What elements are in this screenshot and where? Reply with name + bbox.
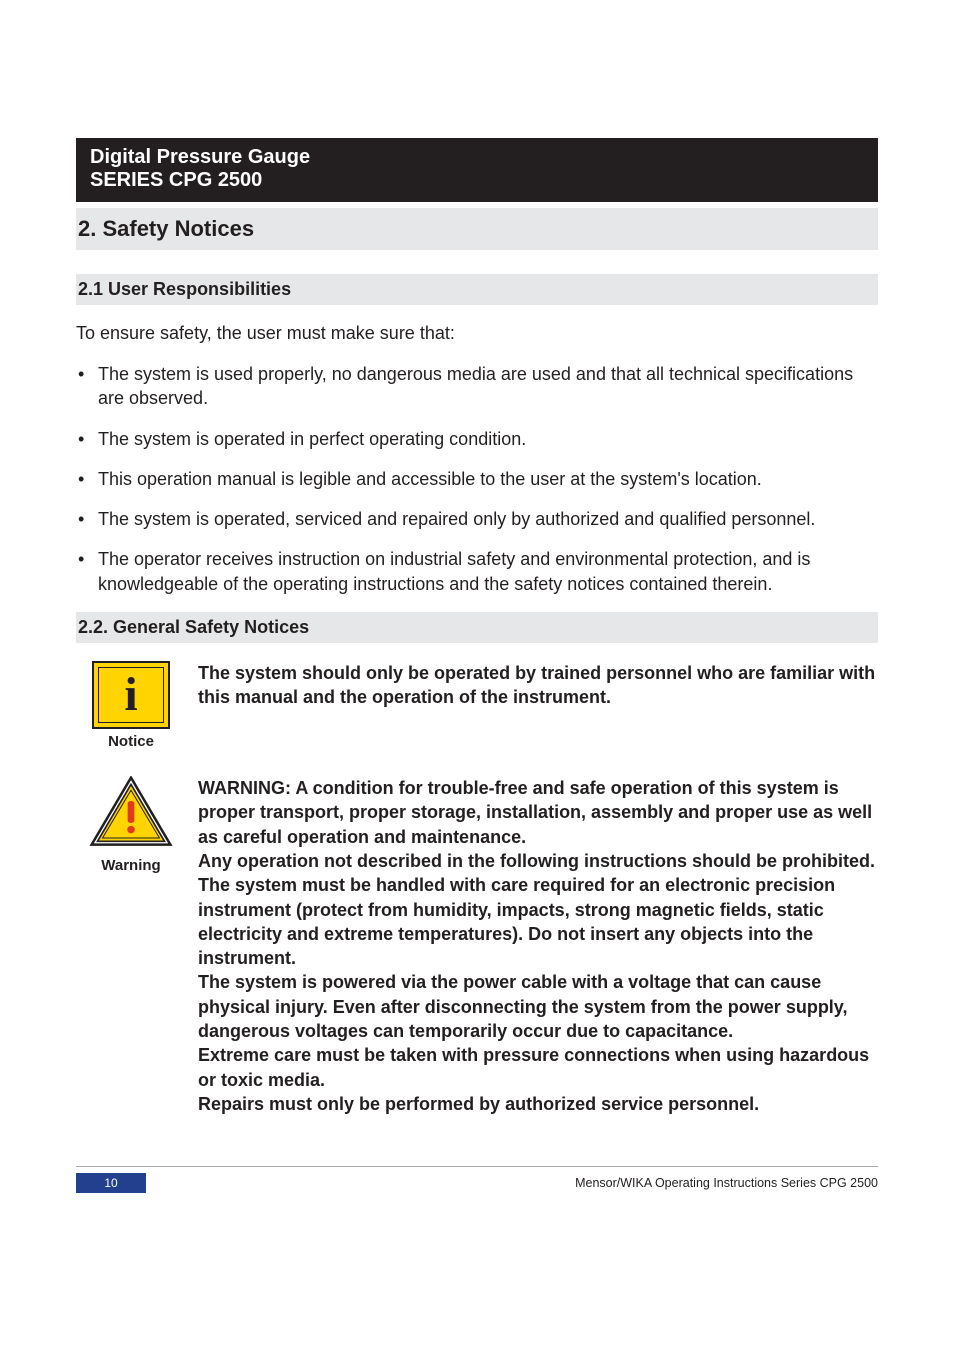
list-item: The system is used properly, no dangerou…: [76, 362, 878, 411]
page-content: Digital Pressure Gauge SERIES CPG 2500 2…: [0, 0, 954, 1116]
page-footer: 10 Mensor/WIKA Operating Instructions Se…: [76, 1166, 878, 1193]
section-title: 2. Safety Notices: [76, 208, 878, 250]
header-title-line2: SERIES CPG 2500: [90, 169, 864, 192]
notice-text: The system should only be operated by tr…: [186, 661, 878, 710]
document-header: Digital Pressure Gauge SERIES CPG 2500: [76, 138, 878, 202]
info-glyph: i: [124, 671, 137, 719]
responsibilities-list: The system is used properly, no dangerou…: [76, 362, 878, 596]
footer-text: Mensor/WIKA Operating Instructions Serie…: [146, 1176, 878, 1190]
notice-icon-column: i Notice: [76, 661, 186, 750]
warning-paragraph: Any operation not described in the follo…: [198, 849, 878, 970]
warning-icon-column: Warning: [76, 776, 186, 874]
warning-text: WARNING: A condition for trouble-free an…: [186, 776, 878, 1116]
list-item: This operation manual is legible and acc…: [76, 467, 878, 491]
list-item: The system is operated in perfect operat…: [76, 427, 878, 451]
subsection-2-1-title: 2.1 User Responsibilities: [76, 274, 878, 305]
warning-label: Warning: [76, 857, 186, 874]
notice-label: Notice: [76, 733, 186, 750]
page-number: 10: [76, 1173, 146, 1193]
subsection-2-2-title: 2.2. General Safety Notices: [76, 612, 878, 643]
header-title-line1: Digital Pressure Gauge: [90, 146, 864, 169]
warning-paragraph: WARNING: A condition for trouble-free an…: [198, 776, 878, 849]
warning-paragraph: Repairs must only be performed by author…: [198, 1092, 878, 1116]
list-item: The operator receives instruction on ind…: [76, 547, 878, 596]
warning-paragraph: Extreme care must be taken with pressure…: [198, 1043, 878, 1092]
notice-block: i Notice The system should only be opera…: [76, 661, 878, 750]
warning-paragraph: The system is powered via the power cabl…: [198, 970, 878, 1043]
info-icon: i: [92, 661, 170, 729]
intro-paragraph: To ensure safety, the user must make sur…: [76, 323, 878, 344]
warning-block: Warning WARNING: A condition for trouble…: [76, 776, 878, 1116]
list-item: The system is operated, serviced and rep…: [76, 507, 878, 531]
warning-triangle-icon: [88, 776, 174, 848]
